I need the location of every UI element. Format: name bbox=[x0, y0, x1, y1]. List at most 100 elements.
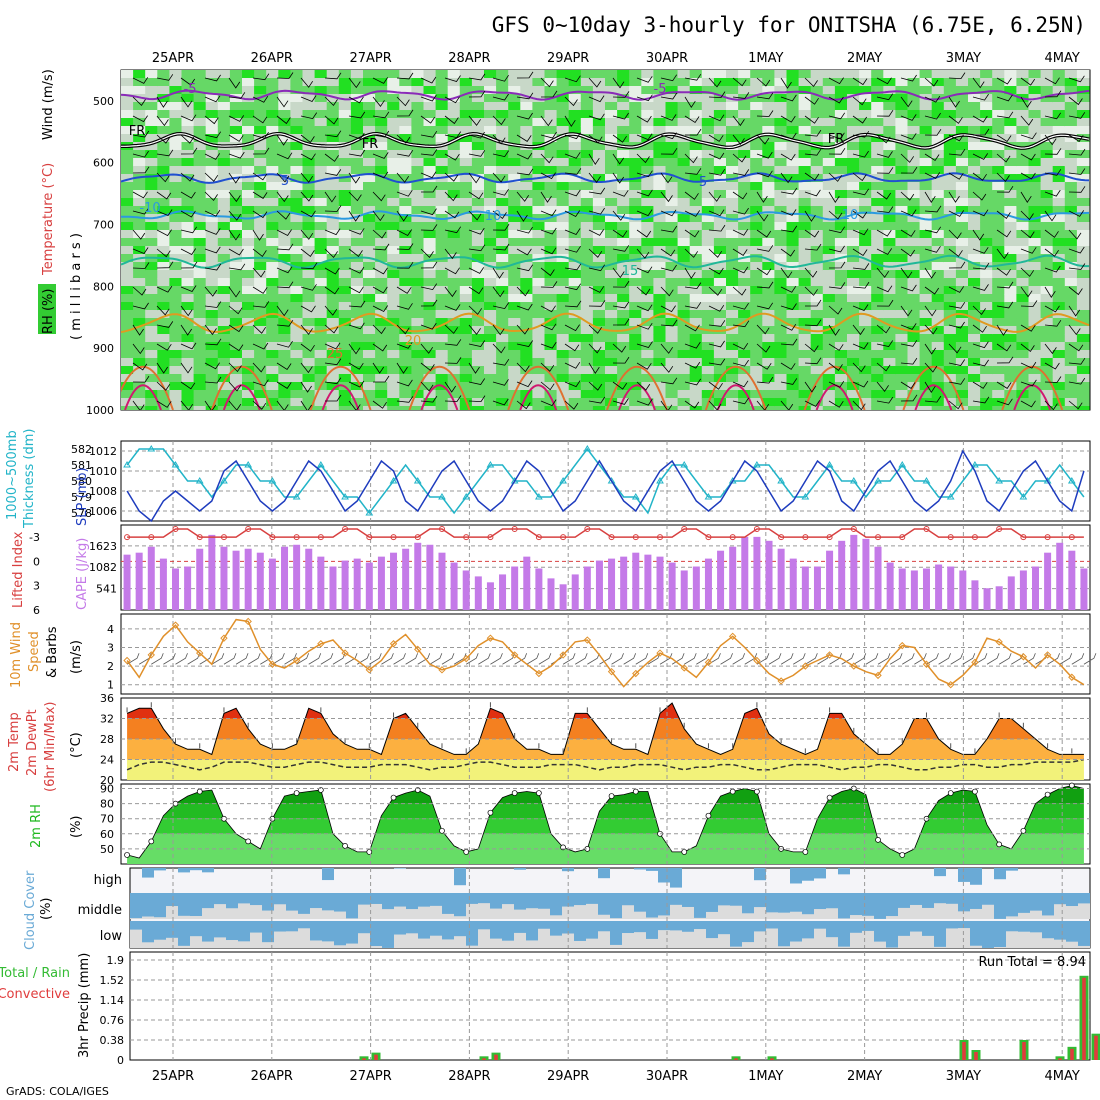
wind10-label-a: 10m Wind bbox=[9, 622, 24, 688]
cape-bar-44 bbox=[656, 556, 664, 610]
wind10-point-4 bbox=[171, 621, 180, 629]
isotherm-25-day4 bbox=[507, 365, 570, 410]
wind10-barb-29 bbox=[478, 653, 491, 665]
precip-tick-0: 1.9 bbox=[107, 954, 125, 967]
thickness-point-76 bbox=[1043, 477, 1052, 484]
wind10-line bbox=[126, 618, 1085, 688]
wind10-point-8 bbox=[220, 634, 228, 642]
wind10-point-46 bbox=[680, 664, 688, 672]
wind10-barb-13 bbox=[284, 653, 297, 665]
lifted-index-point-32 bbox=[511, 526, 518, 533]
lifted-index-point-78 bbox=[1068, 534, 1075, 541]
cloud-tick-1: middle bbox=[78, 903, 122, 918]
precip-label-b: Convective bbox=[0, 987, 70, 1002]
wind10-point-34 bbox=[535, 669, 543, 678]
lifted-index-point-34 bbox=[535, 534, 542, 541]
wind10-barb-71 bbox=[986, 653, 1000, 665]
cape-bar-27 bbox=[450, 562, 458, 610]
slp-line bbox=[126, 449, 1085, 523]
cape-bar-75 bbox=[1031, 566, 1039, 610]
cloud-middle-0 bbox=[130, 893, 142, 919]
lifted-index-point-12 bbox=[269, 534, 276, 541]
cape-bar-73 bbox=[1007, 576, 1015, 610]
thickness-point-78 bbox=[1067, 477, 1076, 484]
thickness-point-26 bbox=[438, 493, 446, 500]
wind10-barb-55 bbox=[793, 653, 806, 665]
date-label-top-2: 27APR bbox=[349, 51, 391, 66]
cape-bar-13 bbox=[281, 546, 289, 610]
cloud-low-16 bbox=[322, 921, 334, 948]
cloud-middle-59 bbox=[838, 893, 850, 919]
temp-band-0 bbox=[127, 759, 1084, 780]
wind10-barb-21 bbox=[381, 653, 394, 665]
cloud-low-67 bbox=[934, 921, 946, 948]
wind10-point-58 bbox=[825, 651, 834, 659]
wind10-point-44 bbox=[656, 649, 664, 657]
rh2m-point-46 bbox=[681, 849, 688, 855]
cape-tick-0: 1623 bbox=[89, 540, 117, 553]
pressure-tick-2: 700 bbox=[93, 219, 114, 232]
date-label-top-5: 30APR bbox=[646, 51, 688, 66]
thickness-point-62 bbox=[874, 477, 882, 484]
thickness-point-58 bbox=[825, 461, 834, 468]
wind10-barb-63 bbox=[889, 653, 903, 665]
wind10-barb-47 bbox=[696, 653, 709, 665]
precip-conv-70 bbox=[974, 1052, 978, 1060]
cape-bar-46 bbox=[680, 570, 688, 610]
wind10-barb-53 bbox=[768, 653, 782, 665]
date-label-top-9: 4MAY bbox=[1045, 51, 1080, 66]
precip-total-50 bbox=[731, 1056, 741, 1060]
precip-conv-53 bbox=[770, 1058, 774, 1060]
lifted-index-point-76 bbox=[1044, 534, 1051, 541]
cloud-low-50 bbox=[730, 921, 742, 948]
cloud-low-6 bbox=[202, 921, 214, 948]
contour-label-5: 5 bbox=[281, 174, 289, 189]
wind10-point-24 bbox=[414, 645, 422, 654]
wind10-point-32 bbox=[510, 651, 519, 659]
cloud-high-57 bbox=[814, 868, 826, 879]
cape-tick-2: 541 bbox=[96, 583, 117, 596]
lifted-index-point-60 bbox=[850, 526, 857, 533]
cape-bar-35 bbox=[547, 578, 555, 610]
precip-conv-80 bbox=[1094, 1035, 1098, 1060]
cloud-middle-14 bbox=[298, 893, 310, 919]
wind10-unit: (m/s) bbox=[69, 640, 84, 674]
cloud-middle-35 bbox=[550, 893, 562, 919]
lifted-index-point-18 bbox=[342, 526, 349, 533]
lifted-index-point-16 bbox=[317, 534, 324, 541]
cloud-unit: (%) bbox=[39, 898, 54, 921]
cloud-high-72 bbox=[994, 868, 1006, 880]
cape-bar-25 bbox=[426, 544, 434, 610]
thickness-point-8 bbox=[220, 477, 228, 484]
thickness-point-44 bbox=[656, 477, 664, 484]
temp2m-tick-4: 20 bbox=[100, 774, 114, 787]
cape-bar-8 bbox=[220, 546, 228, 610]
wind10-point-56 bbox=[801, 662, 810, 670]
thickness-point-22 bbox=[389, 477, 398, 484]
date-label-top-7: 2MAY bbox=[847, 51, 882, 66]
cape-bar-24 bbox=[414, 542, 422, 610]
cape-bar-21 bbox=[377, 556, 385, 610]
cloud-high-6 bbox=[202, 868, 214, 873]
lifted-index-point-72 bbox=[996, 526, 1003, 533]
rh2m-point-48 bbox=[705, 812, 712, 819]
cloud-high-55 bbox=[790, 868, 802, 884]
thickness-point-14 bbox=[292, 493, 301, 500]
slp-label: SLP (mb) bbox=[75, 467, 90, 526]
lifted-index-point-44 bbox=[657, 534, 664, 541]
isotherm-minus5 bbox=[121, 89, 1090, 101]
precip-tick-5: 0 bbox=[117, 1054, 124, 1067]
slp-thickness-panel: 582 581 580 579 578 1012 1010 1008 1006 1000~500… bbox=[5, 429, 1091, 529]
rh2m-point-2 bbox=[148, 838, 155, 845]
pressure-tick-3: 800 bbox=[93, 280, 114, 293]
contour-label-0: -5 bbox=[184, 82, 197, 97]
wind10-barb-22 bbox=[393, 653, 406, 665]
wind10-barb-50 bbox=[732, 653, 746, 665]
wind10-barb-66 bbox=[926, 653, 939, 665]
wind10-point-22 bbox=[389, 640, 398, 648]
precip-conv-74 bbox=[1022, 1042, 1026, 1060]
cape-bar-16 bbox=[317, 556, 325, 610]
date-label-top-4: 29APR bbox=[547, 51, 589, 66]
cloud-low-18 bbox=[346, 921, 358, 948]
wind10-point-20 bbox=[365, 666, 374, 674]
